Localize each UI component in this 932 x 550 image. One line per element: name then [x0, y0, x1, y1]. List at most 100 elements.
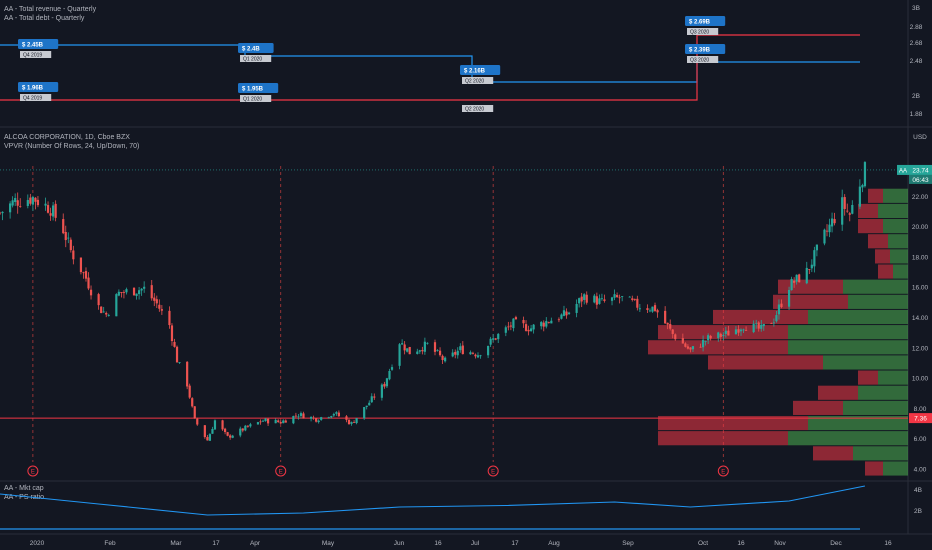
candle-body [547, 322, 550, 324]
candle-body [327, 417, 330, 418]
candle-body [760, 324, 763, 329]
candle-body [332, 414, 335, 416]
debt-legend: AA - Total debt - Quarterly [4, 15, 85, 22]
candle-body [580, 296, 583, 302]
candle-body [416, 351, 419, 354]
candle-body [34, 197, 37, 202]
candle-body [299, 413, 303, 416]
vpvr-up-bar [788, 431, 908, 446]
candle-body [830, 218, 834, 227]
candle-body [226, 432, 229, 436]
last-price-value: 23.74 [912, 167, 929, 174]
candle-body [636, 298, 639, 308]
candle-body [717, 332, 720, 339]
candle-body [646, 308, 649, 310]
candle-body [575, 303, 578, 313]
candle-body [598, 298, 601, 304]
candle-body [734, 329, 738, 335]
candle-body [583, 294, 586, 300]
candle-body [383, 383, 386, 387]
candle-body [795, 274, 798, 282]
top-price-tick: 2.88 [910, 24, 923, 31]
candle-body [302, 413, 305, 419]
debt-callout-quarter-box [687, 28, 719, 35]
candle-body [261, 420, 265, 422]
candle-body [117, 291, 120, 296]
candle-body [512, 318, 515, 329]
candle-body [567, 312, 571, 314]
countdown-badge [909, 174, 932, 184]
top-price-tick: 1.88 [910, 111, 923, 118]
candle-body [330, 416, 333, 418]
candle-body [600, 298, 604, 300]
candle-body [825, 230, 829, 232]
revenue-callout-quarter-box [687, 56, 719, 63]
vpvr-down-bar [658, 415, 808, 431]
main-price-tick: 10.00 [912, 376, 929, 383]
candle-body [459, 346, 462, 351]
candle-body [633, 299, 636, 300]
candle-body [841, 197, 844, 225]
candle-body [137, 290, 141, 295]
vpvr-up-bar [883, 188, 908, 203]
candle-body [178, 362, 181, 364]
candle-body [89, 289, 93, 296]
candle-body [755, 323, 758, 325]
candle-body [14, 198, 17, 202]
vpvr-up-bar [858, 385, 908, 400]
candle-body [150, 285, 153, 299]
candle-body [97, 294, 100, 306]
candle-body [621, 296, 624, 297]
candle-body [527, 329, 530, 332]
candle-body [595, 296, 598, 305]
candle-body [441, 355, 444, 361]
debt-callout-box [685, 16, 726, 26]
candle-body [805, 267, 808, 284]
vpvr-up-bar [788, 325, 908, 340]
vpvr-up-bar [808, 309, 908, 325]
candle-body [813, 250, 816, 267]
candle-body [105, 312, 108, 315]
candle-body [259, 421, 262, 423]
candle-body [191, 398, 194, 407]
vpvr-up-bar [823, 355, 908, 370]
top-price-tick: 2B [912, 93, 920, 100]
time-axis-label: 2020 [30, 540, 45, 547]
candle-body [704, 341, 707, 342]
time-axis-label: 16 [884, 540, 892, 547]
earnings-marker[interactable] [717, 465, 729, 477]
candle-body [249, 424, 252, 427]
candle-body [246, 425, 249, 427]
vpvr-up-bar [843, 279, 908, 294]
earnings-marker[interactable] [487, 465, 499, 477]
candle-body [72, 250, 75, 260]
candle-body [274, 419, 277, 424]
candle-body [775, 315, 778, 322]
vpvr-down-bar [793, 400, 843, 415]
candle-body [707, 335, 710, 341]
candle-body [666, 322, 669, 325]
candle-body [309, 416, 313, 419]
vpvr-down-bar [708, 355, 823, 370]
debt-callout-quarter: Q3 2020 [690, 30, 709, 36]
earnings-marker[interactable] [27, 465, 39, 477]
candle-body [155, 299, 158, 304]
candle-body [345, 416, 348, 420]
candle-body [737, 329, 740, 333]
candle-body [471, 352, 475, 354]
candle-body [1, 211, 4, 214]
candle-body [87, 277, 90, 289]
candle-body [365, 405, 368, 407]
candle-body [798, 274, 801, 283]
revenue-callout-box [685, 44, 726, 54]
time-axis-label: May [322, 540, 335, 547]
earnings-marker[interactable] [275, 465, 287, 477]
candle-body [79, 257, 83, 273]
candle-body [320, 417, 323, 420]
candle-body [618, 297, 621, 299]
vpvr-up-bar [853, 446, 908, 461]
candle-body [808, 269, 811, 270]
candle-body [16, 200, 19, 206]
